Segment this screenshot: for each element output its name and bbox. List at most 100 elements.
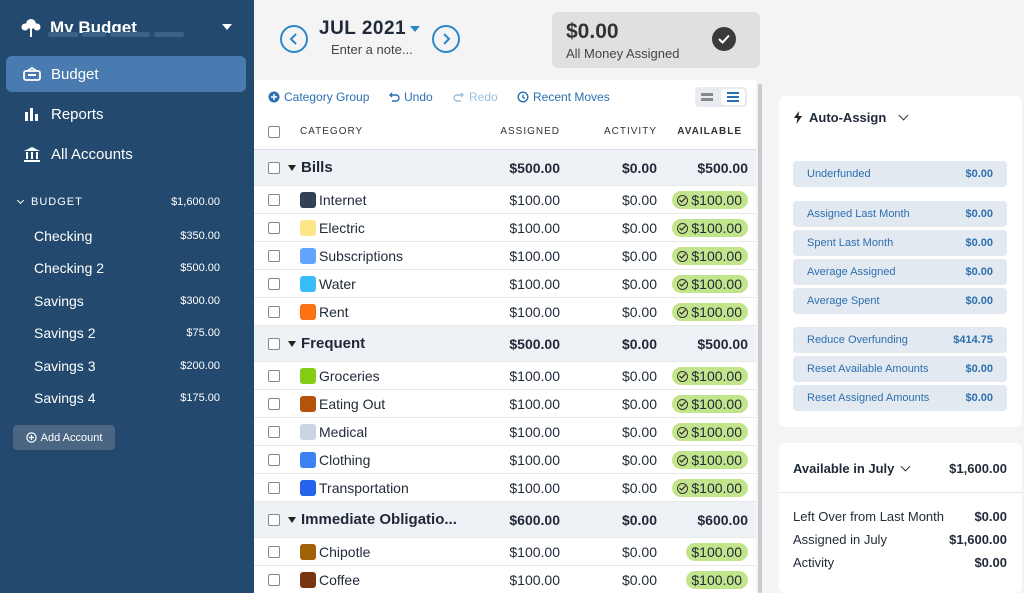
available-pill[interactable]: $100.00 — [672, 302, 748, 321]
auto-assign-option[interactable]: Average Assigned $0.00 — [793, 259, 1007, 285]
available-pill[interactable]: $100.00 — [672, 422, 748, 441]
row-checkbox[interactable] — [268, 425, 280, 438]
column-category[interactable]: CATEGORY — [300, 126, 364, 137]
auto-assign-option[interactable]: Reduce Overfunding $414.75 — [793, 327, 1007, 353]
category-name[interactable]: Water — [300, 275, 356, 292]
category-name[interactable]: Transportation — [300, 479, 409, 496]
available-pill[interactable]: $100.00 — [686, 570, 748, 589]
row-checkbox[interactable] — [268, 513, 280, 526]
category-name[interactable]: Clothing — [300, 451, 370, 468]
category-row[interactable]: Eating Out $100.00 $0.00 $100.00 — [254, 390, 756, 418]
nav-all-accounts[interactable]: All Accounts — [6, 136, 246, 172]
category-name[interactable]: Rent — [300, 303, 349, 320]
assigned-value[interactable]: $100.00 — [509, 395, 560, 412]
row-checkbox[interactable] — [268, 397, 280, 410]
category-row[interactable]: Transportation $100.00 $0.00 $100.00 — [254, 474, 756, 502]
category-row[interactable]: Subscriptions $100.00 $0.00 $100.00 — [254, 242, 756, 270]
auto-assign-option[interactable]: Spent Last Month $0.00 — [793, 230, 1007, 256]
available-pill[interactable]: $100.00 — [672, 246, 748, 265]
category-row[interactable]: Chipotle $100.00 $0.00 $100.00 — [254, 538, 756, 566]
auto-assign-toggle[interactable]: Auto-Assign — [793, 110, 909, 125]
category-name[interactable]: Eating Out — [300, 395, 385, 412]
auto-assign-option[interactable]: Reset Available Amounts $0.00 — [793, 356, 1007, 382]
assigned-value[interactable]: $100.00 — [509, 191, 560, 208]
available-pill[interactable]: $100.00 — [672, 190, 748, 209]
category-name[interactable]: Groceries — [300, 367, 380, 384]
activity-value[interactable]: $0.00 — [621, 247, 657, 264]
dropdown-caret-icon[interactable] — [222, 24, 232, 30]
activity-value[interactable]: $0.00 — [621, 511, 657, 528]
category-name[interactable]: Medical — [300, 423, 367, 440]
add-category-group-button[interactable]: Category Group — [268, 90, 369, 104]
accounts-section-header[interactable]: BUDGET $1,600.00 — [16, 196, 220, 208]
row-checkbox[interactable] — [268, 337, 280, 350]
activity-value[interactable]: $0.00 — [621, 367, 657, 384]
auto-assign-option[interactable]: Average Spent $0.00 — [793, 288, 1007, 314]
available-pill[interactable]: $100.00 — [672, 478, 748, 497]
activity-value[interactable]: $0.00 — [621, 191, 657, 208]
account-item[interactable]: Savings $300.00 — [34, 293, 220, 309]
assigned-value[interactable]: $500.00 — [509, 335, 560, 352]
add-account-button[interactable]: Add Account — [13, 425, 115, 450]
assigned-value[interactable]: $100.00 — [509, 543, 560, 560]
account-item[interactable]: Checking 2 $500.00 — [34, 260, 220, 276]
category-row[interactable]: Groceries $100.00 $0.00 $100.00 — [254, 362, 756, 390]
caret-down-icon[interactable] — [288, 516, 296, 523]
assigned-value[interactable]: $100.00 — [509, 479, 560, 496]
activity-value[interactable]: $0.00 — [621, 159, 657, 176]
row-checkbox[interactable] — [268, 545, 280, 558]
activity-value[interactable]: $0.00 — [621, 479, 657, 496]
budget-switcher[interactable]: My Budget — [20, 10, 240, 46]
activity-value[interactable]: $0.00 — [621, 275, 657, 292]
activity-value[interactable]: $0.00 — [621, 571, 657, 588]
month-selector[interactable]: JUL 2021 — [319, 18, 421, 40]
month-note-input[interactable]: Enter a note... — [331, 42, 413, 57]
assigned-value[interactable]: $600.00 — [509, 511, 560, 528]
scrollbar-thumb[interactable] — [758, 84, 762, 593]
undo-button[interactable]: Undo — [388, 90, 433, 104]
auto-assign-option[interactable]: Assigned Last Month $0.00 — [793, 201, 1007, 227]
activity-value[interactable]: $0.00 — [621, 395, 657, 412]
activity-value[interactable]: $0.00 — [621, 219, 657, 236]
row-checkbox[interactable] — [268, 573, 280, 586]
assigned-value[interactable]: $100.00 — [509, 247, 560, 264]
category-name[interactable]: Internet — [300, 191, 366, 208]
assigned-value[interactable]: $100.00 — [509, 451, 560, 468]
activity-value[interactable]: $0.00 — [621, 543, 657, 560]
category-name[interactable]: Coffee — [300, 571, 360, 588]
category-group-row[interactable]: Immediate Obligatio... $600.00 $0.00 $600.0… — [254, 502, 756, 538]
assigned-value[interactable]: $100.00 — [509, 571, 560, 588]
category-name[interactable]: Electric — [300, 219, 365, 236]
row-checkbox[interactable] — [268, 161, 280, 174]
assigned-value[interactable]: $100.00 — [509, 219, 560, 236]
category-row[interactable]: Electric $100.00 $0.00 $100.00 — [254, 214, 756, 242]
available-pill[interactable]: $100.00 — [672, 274, 748, 293]
caret-down-icon[interactable] — [288, 340, 296, 347]
activity-value[interactable]: $0.00 — [621, 423, 657, 440]
category-group-name[interactable]: Frequent — [288, 335, 365, 352]
category-row[interactable]: Clothing $100.00 $0.00 $100.00 — [254, 446, 756, 474]
category-group-row[interactable]: Frequent $500.00 $0.00 $500.00 — [254, 326, 756, 362]
category-row[interactable]: Internet $100.00 $0.00 $100.00 — [254, 186, 756, 214]
account-item[interactable]: Savings 4 $175.00 — [34, 390, 220, 406]
row-checkbox[interactable] — [268, 369, 280, 382]
category-row[interactable]: Medical $100.00 $0.00 $100.00 — [254, 418, 756, 446]
category-row[interactable]: Water $100.00 $0.00 $100.00 — [254, 270, 756, 298]
row-checkbox[interactable] — [268, 453, 280, 466]
nav-budget[interactable]: Budget — [6, 56, 246, 92]
category-name[interactable]: Chipotle — [300, 543, 370, 560]
row-checkbox[interactable] — [268, 277, 280, 290]
previous-month-button[interactable] — [280, 25, 308, 53]
category-name[interactable]: Subscriptions — [300, 247, 403, 264]
available-pill[interactable]: $100.00 — [672, 366, 748, 385]
row-checkbox[interactable] — [268, 193, 280, 206]
category-group-name[interactable]: Bills — [288, 159, 333, 176]
assigned-value[interactable]: $100.00 — [509, 367, 560, 384]
list-view-icon[interactable] — [721, 89, 745, 105]
scrollbar[interactable] — [756, 80, 764, 593]
category-group-row[interactable]: Bills $500.00 $0.00 $500.00 — [254, 150, 756, 186]
next-month-button[interactable] — [432, 25, 460, 53]
view-density-toggle[interactable] — [695, 87, 747, 107]
assigned-value[interactable]: $100.00 — [509, 275, 560, 292]
activity-value[interactable]: $0.00 — [621, 451, 657, 468]
